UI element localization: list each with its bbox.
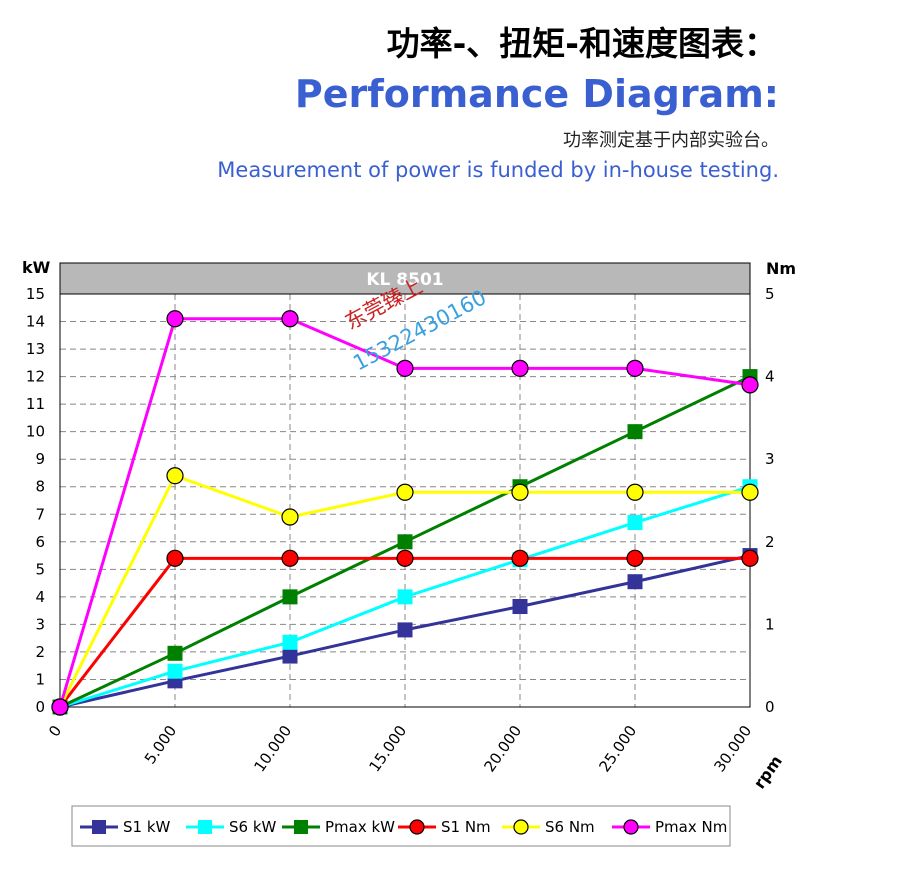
legend-swatch-marker	[513, 819, 529, 835]
legend-item: S6 Nm	[502, 818, 595, 836]
data-point	[511, 359, 529, 377]
legend-item: Pmax kW	[282, 818, 395, 836]
data-point	[166, 310, 184, 328]
legend-swatch-marker	[198, 820, 212, 834]
legend: S1 kW S6 kW Pmax kW S1 Nm S6 Nm Pmax Nm	[71, 805, 731, 847]
legend-label: S1 Nm	[441, 818, 491, 836]
data-point	[626, 549, 644, 567]
left-tick-label: 14	[26, 313, 45, 331]
data-point	[741, 549, 759, 567]
page-title-english: Performance Diagram:	[294, 72, 779, 116]
right-tick-label: 4	[765, 368, 775, 386]
right-tick-label: 2	[765, 533, 775, 551]
left-tick-label: 6	[35, 533, 45, 551]
data-point	[167, 645, 183, 661]
data-point	[396, 483, 414, 501]
right-tick-label: 3	[765, 450, 775, 468]
data-point	[627, 574, 643, 590]
right-tick-label: 1	[765, 615, 775, 633]
legend-item: S1 Nm	[398, 818, 491, 836]
legend-item: S1 kW	[80, 818, 171, 836]
right-tick-label: 5	[765, 285, 775, 303]
data-point	[281, 549, 299, 567]
data-point	[627, 515, 643, 531]
x-tick-label: 25.000	[595, 722, 640, 775]
data-point	[626, 483, 644, 501]
x-tick-label: 5.000	[141, 722, 180, 768]
legend-item: S6 kW	[186, 818, 277, 836]
left-tick-label: 0	[35, 698, 45, 716]
title-banner-bg	[59, 262, 751, 295]
subtitle-english: Measurement of power is funded by in-hou…	[217, 158, 779, 182]
legend-item: Pmax Nm	[612, 818, 727, 836]
series-pmax-nm	[51, 310, 759, 716]
legend-swatch-marker	[409, 819, 425, 835]
x-tick-label: 30.000	[710, 722, 755, 775]
left-tick-label: 10	[26, 423, 45, 441]
x-axis-ticks: 0 5.000 10.000 15.000 20.000 25.000 30.000	[45, 722, 755, 775]
data-point	[282, 634, 298, 650]
legend-label: S6 Nm	[545, 818, 595, 836]
chart-title-banner: KL 8501	[59, 262, 751, 295]
data-point	[282, 589, 298, 605]
data-point	[626, 359, 644, 377]
left-tick-label: 9	[35, 450, 45, 468]
x-tick-label: 15.000	[365, 722, 410, 775]
data-point	[396, 359, 414, 377]
left-tick-label: 1	[35, 670, 45, 688]
x-axis-unit: rpm	[750, 752, 786, 792]
legend-swatch-marker	[623, 819, 639, 835]
legend-swatch-marker	[92, 820, 106, 834]
subtitle-chinese: 功率测定基于内部实验台。	[563, 130, 779, 151]
data-point	[397, 589, 413, 605]
data-point	[281, 310, 299, 328]
left-tick-label: 4	[35, 588, 45, 606]
data-point	[511, 483, 529, 501]
right-axis-ticks: 0 1 2 3 4 5	[765, 285, 775, 716]
left-tick-label: 13	[26, 340, 45, 358]
x-tick-label: 20.000	[480, 722, 525, 775]
data-point	[397, 534, 413, 550]
grid-lines	[60, 294, 750, 707]
legend-label: Pmax Nm	[655, 818, 727, 836]
chart-title: KL 8501	[366, 270, 443, 290]
data-point	[397, 622, 413, 638]
legend-swatch-marker	[294, 820, 308, 834]
left-tick-label: 15	[26, 285, 45, 303]
x-tick-label: 0	[45, 722, 65, 740]
data-point	[167, 663, 183, 679]
right-axis-unit: Nm	[766, 259, 796, 278]
data-point	[282, 648, 298, 664]
data-point	[166, 467, 184, 485]
data-point	[396, 549, 414, 567]
left-tick-label: 8	[35, 478, 45, 496]
data-point	[627, 424, 643, 440]
left-tick-label: 2	[35, 643, 45, 661]
page-title-chinese: 功率-、扭矩-和速度图表：	[386, 24, 777, 63]
legend-label: S1 kW	[123, 818, 171, 836]
legend-label: S6 kW	[229, 818, 277, 836]
left-tick-label: 11	[26, 395, 45, 413]
data-point	[741, 376, 759, 394]
data-point	[741, 483, 759, 501]
right-tick-label: 0	[765, 698, 775, 716]
series-lines	[51, 310, 759, 716]
x-tick-label: 10.000	[250, 722, 295, 775]
data-point	[51, 698, 69, 716]
left-tick-label: 5	[35, 560, 45, 578]
left-tick-label: 12	[26, 368, 45, 386]
data-point	[281, 508, 299, 526]
data-point	[512, 599, 528, 615]
data-point	[511, 549, 529, 567]
data-point	[166, 549, 184, 567]
left-tick-label: 7	[35, 505, 45, 523]
legend-label: Pmax kW	[325, 818, 395, 836]
left-axis-unit: kW	[22, 258, 51, 277]
left-tick-label: 3	[35, 615, 45, 633]
